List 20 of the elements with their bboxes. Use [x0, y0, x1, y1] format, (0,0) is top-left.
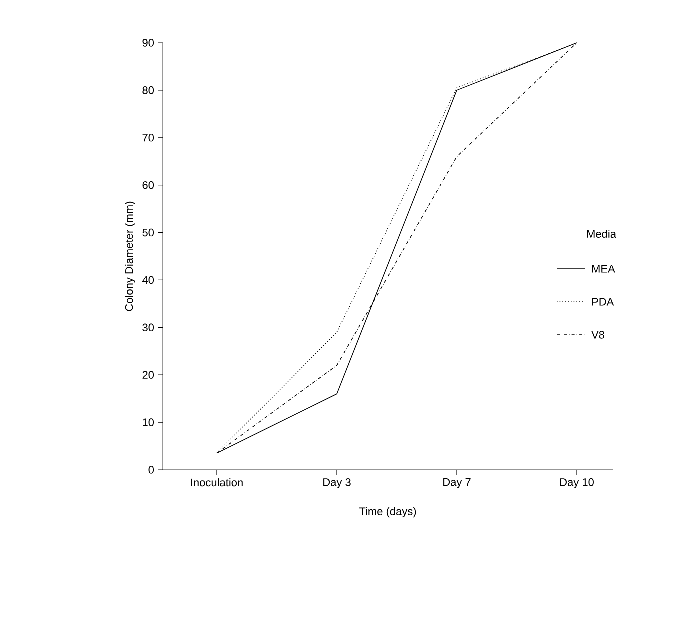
y-tick-label: 80: [142, 86, 154, 94]
y-tick-label: 60: [142, 181, 154, 190]
y-tick-label: 0: [148, 466, 154, 474]
y-tick-label: 90: [142, 39, 154, 47]
y-tick-label: 40: [142, 276, 154, 284]
y-tick-label: 70: [142, 134, 154, 142]
y-tick-label: 50: [142, 228, 154, 237]
x-tick-label: Day 3: [324, 478, 351, 488]
legend-label: V8: [592, 331, 605, 339]
x-tick-label: Inoculation: [191, 478, 243, 487]
legend-label: PDA: [592, 298, 614, 306]
legend-label: MEA: [592, 265, 616, 273]
y-tick-label: 10: [143, 418, 154, 426]
y-tick-label: 30: [142, 324, 154, 332]
x-axis-title: Time (days): [359, 507, 416, 518]
x-tick-label: Day 7: [444, 478, 471, 488]
y-tick-label: 20: [142, 371, 154, 380]
legend-title: Media: [587, 230, 616, 238]
y-axis-title: Colony Diameter (mm): [125, 202, 136, 312]
x-tick-label: Day 10: [560, 478, 594, 488]
